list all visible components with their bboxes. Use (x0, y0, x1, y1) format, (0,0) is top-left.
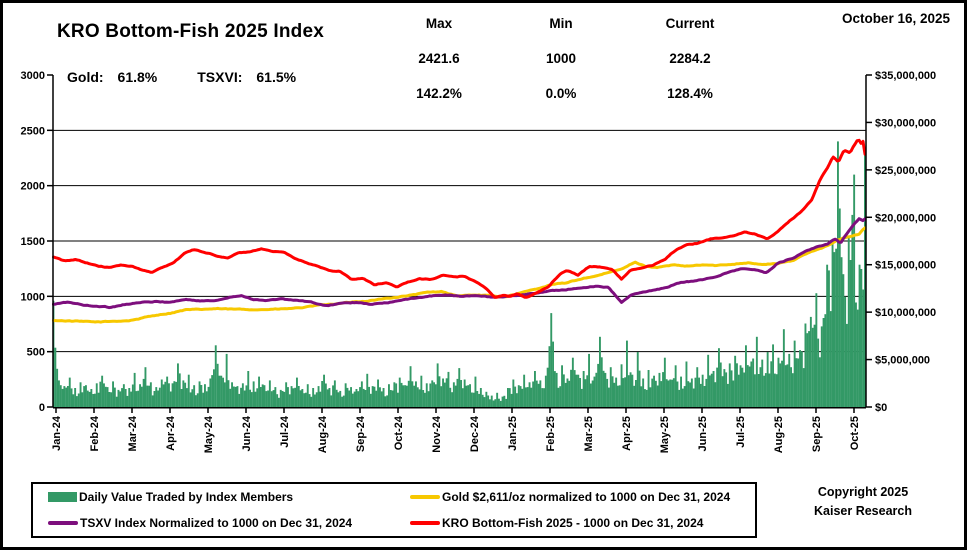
month-label: Feb-24 (89, 415, 101, 451)
stats-current-value: 2284.2 (669, 51, 711, 66)
month-label: Jan-24 (51, 415, 63, 451)
month-label: Aug-24 (317, 415, 329, 453)
left-axis-label: 1500 (21, 236, 45, 248)
tsxv-line-swatch-icon (48, 520, 78, 526)
stats-col-min-header: Min (549, 16, 573, 31)
left-axis-label: 3000 (21, 70, 45, 82)
legend-item-gold: Gold $2,611/oz normalized to 1000 on Dec… (395, 490, 755, 504)
left-axis-label: 500 (27, 347, 45, 359)
stats-col-current-header: Current (665, 16, 715, 31)
stats-min-pct: 0.0% (545, 86, 577, 101)
month-label: Jan-25 (507, 416, 519, 451)
legend-label: KRO Bottom-Fish 2025 - 1000 on Dec 31, 2… (442, 516, 704, 530)
month-label: Dec-24 (469, 415, 481, 452)
stats-min-value: 1000 (545, 51, 577, 66)
page-title: KRO Bottom-Fish 2025 Index (57, 21, 325, 42)
month-label: Oct-24 (393, 415, 405, 450)
stats-table: Max Min Current 2421.6 1000 2284.2 142.2… (376, 16, 760, 121)
spacer (171, 69, 183, 85)
left-axis-label: 0 (39, 402, 45, 414)
right-axis-label: $30,000,000 (875, 117, 936, 129)
tsxvi-gain-label: TSXVI: (197, 69, 243, 85)
copyright-notice: Copyright 2025 Kaiser Research (803, 483, 923, 521)
month-label: Jun-25 (697, 416, 709, 451)
stats-current-pct: 128.4% (667, 86, 713, 101)
right-axis-label: $15,000,000 (875, 260, 936, 272)
month-label: Sep-25 (811, 416, 823, 452)
right-axis-label: $20,000,000 (875, 212, 936, 224)
legend-item-volume: Daily Value Traded by Index Members (33, 490, 395, 504)
month-label: Apr-25 (621, 416, 633, 451)
legend-item-tsxv: TSXV Index Normalized to 1000 on Dec 31,… (33, 516, 395, 530)
stats-max-value: 2421.6 (418, 51, 460, 66)
kro-line (52, 138, 867, 299)
month-label: Feb-25 (545, 416, 557, 451)
volume-swatch-icon (48, 492, 77, 502)
left-axis-label: 2500 (21, 125, 45, 137)
month-label: Mar-25 (583, 416, 595, 451)
legend: Daily Value Traded by Index Members Gold… (31, 482, 757, 538)
left-axis-label: 2000 (21, 181, 45, 193)
month-label: May-24 (203, 415, 215, 453)
right-axis-label: $0 (875, 402, 887, 414)
stats-max-pct: 142.2% (416, 86, 462, 101)
tsxvi-gain-value: 61.5% (256, 69, 297, 85)
right-axis-label: $10,000,000 (875, 307, 936, 319)
legend-label: TSXV Index Normalized to 1000 on Dec 31,… (80, 516, 353, 530)
copyright-line2: Kaiser Research (814, 504, 912, 518)
right-axis-label: $25,000,000 (875, 165, 936, 177)
gold-line-swatch-icon (410, 494, 440, 500)
legend-item-kro: KRO Bottom-Fish 2025 - 1000 on Dec 31, 2… (395, 516, 755, 530)
gold-gain-value: 61.8% (117, 69, 158, 85)
month-label: Apr-24 (165, 415, 177, 451)
gold-gain-label: Gold: (67, 69, 104, 85)
tsxv-line (52, 217, 867, 310)
left-axis-label: 1000 (21, 291, 45, 303)
month-label: Sep-24 (355, 415, 367, 452)
month-label: Jul-25 (735, 416, 747, 448)
benchmark-gains-row: Gold: 61.8% TSXVI: 61.5% (67, 69, 296, 85)
volume-bars (52, 141, 866, 407)
chart-canvas: 0 500 1000 1500 2000 2500 3000 $0 $5,000,000 $10,… (21, 70, 937, 453)
right-axis-label: $35,000,000 (875, 70, 936, 82)
month-label: Jul-24 (279, 415, 291, 448)
kro-line-swatch-icon (410, 520, 440, 526)
legend-label: Daily Value Traded by Index Members (79, 490, 294, 504)
copyright-line1: Copyright 2025 (817, 485, 909, 499)
right-axis-label: $5,000,000 (875, 355, 930, 367)
month-label: Jun-24 (241, 415, 253, 451)
report-date: October 16, 2025 (841, 11, 950, 26)
legend-label: Gold $2,611/oz normalized to 1000 on Dec… (442, 490, 731, 504)
stats-col-max-header: Max (425, 16, 453, 31)
month-label: May-25 (659, 416, 671, 453)
month-label: Mar-24 (127, 415, 139, 451)
month-label: Nov-24 (431, 415, 443, 453)
month-label: Oct-25 (849, 416, 861, 450)
month-label: Aug-25 (773, 416, 785, 453)
